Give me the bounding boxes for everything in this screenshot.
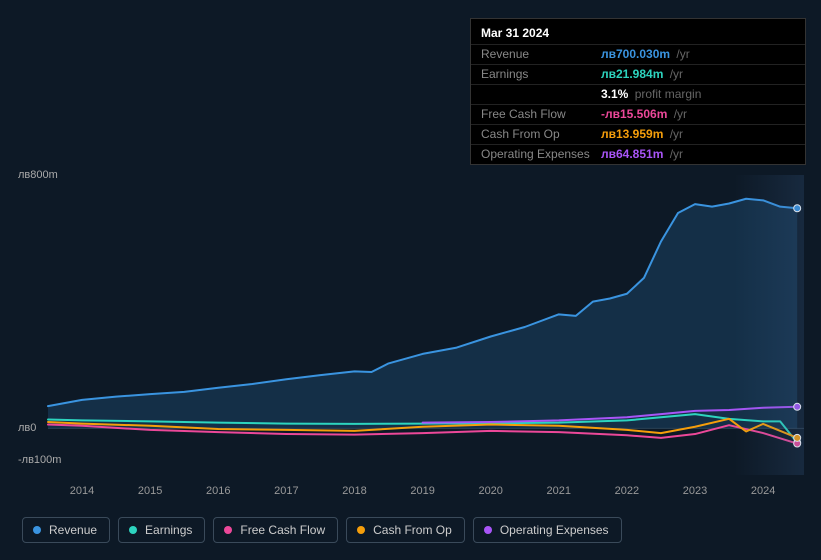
legend-item-free-cash-flow[interactable]: Free Cash Flow (213, 517, 338, 543)
tooltip-label: Revenue (481, 47, 601, 62)
tooltip-value: лв700.030m /yr (601, 47, 795, 62)
y-axis-label: -лв100m (18, 454, 28, 466)
tooltip-row: Cash From Opлв13.959m /yr (471, 124, 805, 144)
tooltip-label: Cash From Op (481, 127, 601, 142)
tooltip-label (481, 87, 601, 102)
chart-area: лв800m лв0 -лв100m (18, 160, 804, 480)
x-axis-label: 2015 (138, 485, 162, 497)
x-axis-label: 2021 (547, 485, 571, 497)
x-axis-label: 2016 (206, 485, 230, 497)
legend-item-cash-from-op[interactable]: Cash From Op (346, 517, 465, 543)
x-axis-label: 2024 (751, 485, 775, 497)
legend-dot (484, 526, 492, 534)
legend-item-earnings[interactable]: Earnings (118, 517, 205, 543)
legend-item-operating-expenses[interactable]: Operating Expenses (473, 517, 622, 543)
legend-dot (129, 526, 137, 534)
y-axis-label: лв0 (18, 422, 28, 434)
x-axis-label: 2022 (615, 485, 639, 497)
x-axis-label: 2017 (274, 485, 298, 497)
legend-label: Revenue (49, 523, 97, 537)
tooltip-label: Free Cash Flow (481, 107, 601, 122)
tooltip-panel: Mar 31 2024 Revenueлв700.030m /yrEarning… (470, 18, 806, 165)
tooltip-row: Revenueлв700.030m /yr (471, 44, 805, 64)
tooltip-row: Earningsлв21.984m /yr (471, 64, 805, 84)
legend-dot (357, 526, 365, 534)
legend-label: Free Cash Flow (240, 523, 325, 537)
y-axis-label: лв800m (18, 169, 28, 181)
tooltip-title: Mar 31 2024 (471, 19, 805, 44)
x-axis-labels: 2014 2015 2016 2017 2018 2019 2020 2021 2022 2023… (18, 485, 804, 501)
legend-label: Earnings (145, 523, 192, 537)
legend-label: Cash From Op (373, 523, 452, 537)
x-axis-label: 2023 (683, 485, 707, 497)
x-axis-label: 2014 (70, 485, 94, 497)
tooltip-value: -лв15.506m /yr (601, 107, 795, 122)
x-axis-label: 2019 (410, 485, 434, 497)
legend-dot (224, 526, 232, 534)
tooltip-row: 3.1% profit margin (471, 84, 805, 104)
tooltip-value: лв21.984m /yr (601, 67, 795, 82)
x-axis-label: 2020 (478, 485, 502, 497)
legend-label: Operating Expenses (500, 523, 609, 537)
tooltip-value: 3.1% profit margin (601, 87, 795, 102)
legend: Revenue Earnings Free Cash Flow Cash From O… (22, 517, 622, 543)
tooltip-value: лв13.959m /yr (601, 127, 795, 142)
line-chart (18, 160, 804, 480)
tooltip-label: Earnings (481, 67, 601, 82)
legend-dot (33, 526, 41, 534)
x-axis-label: 2018 (342, 485, 366, 497)
legend-item-revenue[interactable]: Revenue (22, 517, 110, 543)
tooltip-row: Free Cash Flow-лв15.506m /yr (471, 104, 805, 124)
